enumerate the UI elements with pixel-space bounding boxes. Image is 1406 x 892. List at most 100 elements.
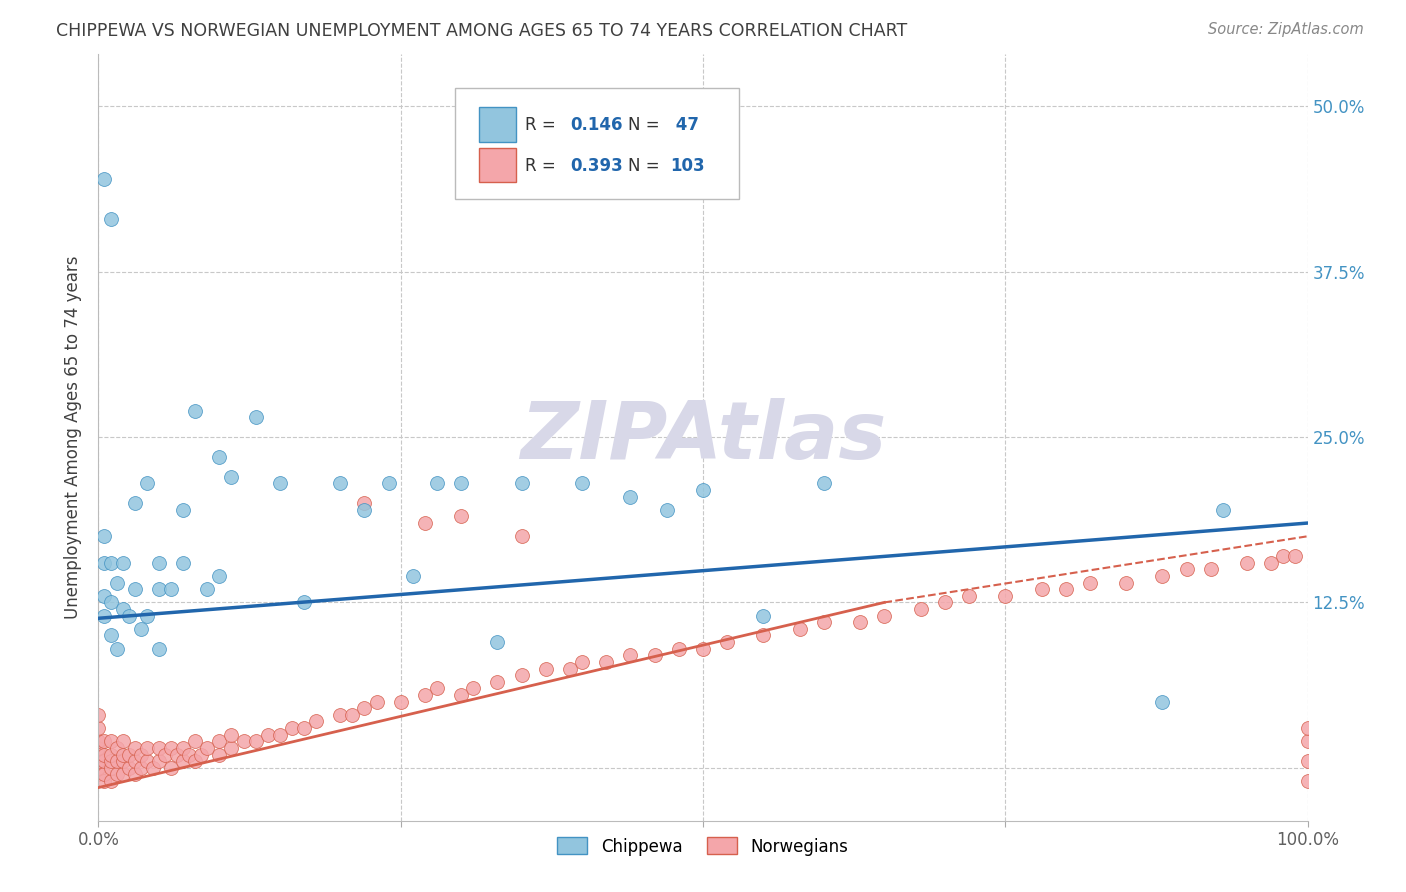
- Point: [111, 754, 134, 768]
- Point: [292, 721, 315, 735]
- Point: [789, 622, 811, 636]
- Point: [256, 728, 278, 742]
- Point: [135, 754, 157, 768]
- Point: [93, 734, 115, 748]
- Point: [195, 582, 218, 597]
- Point: [208, 734, 231, 748]
- Point: [87, 767, 110, 781]
- Point: [221, 469, 243, 483]
- Point: [1236, 556, 1258, 570]
- Point: [93, 172, 115, 186]
- Point: [486, 635, 509, 649]
- Point: [100, 761, 122, 775]
- Point: [934, 595, 956, 609]
- Point: [510, 668, 533, 682]
- Point: [813, 615, 835, 630]
- Point: [118, 608, 141, 623]
- Legend: Chippewa, Norwegians: Chippewa, Norwegians: [551, 830, 855, 863]
- Point: [644, 648, 666, 663]
- Point: [377, 476, 399, 491]
- Point: [813, 476, 835, 491]
- Point: [135, 608, 157, 623]
- Point: [129, 747, 152, 762]
- Point: [142, 761, 165, 775]
- Point: [994, 589, 1017, 603]
- Point: [413, 516, 436, 530]
- Point: [342, 707, 364, 722]
- Point: [166, 747, 188, 762]
- Point: [413, 688, 436, 702]
- Text: 0.146: 0.146: [569, 116, 623, 134]
- Point: [558, 661, 581, 675]
- Point: [366, 695, 388, 709]
- Point: [1031, 582, 1053, 597]
- Point: [93, 747, 115, 762]
- Point: [148, 754, 170, 768]
- Point: [87, 761, 110, 775]
- Point: [135, 476, 157, 491]
- Point: [510, 529, 533, 543]
- Point: [269, 728, 291, 742]
- Point: [124, 582, 146, 597]
- Point: [1175, 562, 1198, 576]
- Point: [100, 774, 122, 789]
- Point: [463, 681, 485, 696]
- Point: [510, 476, 533, 491]
- Point: [1152, 695, 1174, 709]
- Point: [208, 569, 231, 583]
- Point: [752, 628, 775, 642]
- Point: [124, 767, 146, 781]
- Point: [184, 754, 207, 768]
- Point: [148, 740, 170, 755]
- Point: [269, 476, 291, 491]
- FancyBboxPatch shape: [456, 88, 740, 199]
- Point: [148, 582, 170, 597]
- Point: [534, 661, 557, 675]
- Point: [692, 483, 714, 497]
- Point: [910, 602, 932, 616]
- Text: R =: R =: [526, 116, 561, 134]
- Point: [129, 622, 152, 636]
- Point: [87, 707, 110, 722]
- Point: [172, 503, 194, 517]
- Text: N =: N =: [628, 116, 665, 134]
- Point: [118, 747, 141, 762]
- Point: [692, 641, 714, 656]
- Point: [619, 490, 641, 504]
- Point: [752, 608, 775, 623]
- Text: 47: 47: [671, 116, 699, 134]
- Point: [329, 707, 352, 722]
- Point: [873, 608, 896, 623]
- Point: [1296, 774, 1319, 789]
- Point: [1115, 575, 1137, 590]
- Point: [1272, 549, 1295, 563]
- Point: [190, 747, 212, 762]
- Point: [221, 740, 243, 755]
- Point: [118, 761, 141, 775]
- Point: [571, 476, 593, 491]
- Y-axis label: Unemployment Among Ages 65 to 74 years: Unemployment Among Ages 65 to 74 years: [65, 255, 83, 619]
- Point: [105, 740, 128, 755]
- Point: [1284, 549, 1306, 563]
- Point: [195, 740, 218, 755]
- Point: [111, 556, 134, 570]
- Point: [93, 774, 115, 789]
- Point: [105, 754, 128, 768]
- Point: [292, 595, 315, 609]
- Point: [100, 747, 122, 762]
- Text: CHIPPEWA VS NORWEGIAN UNEMPLOYMENT AMONG AGES 65 TO 74 YEARS CORRELATION CHART: CHIPPEWA VS NORWEGIAN UNEMPLOYMENT AMONG…: [56, 22, 907, 40]
- Point: [221, 728, 243, 742]
- Point: [1296, 754, 1319, 768]
- Point: [402, 569, 425, 583]
- Point: [87, 754, 110, 768]
- Point: [111, 747, 134, 762]
- Point: [179, 747, 201, 762]
- Point: [105, 641, 128, 656]
- Point: [93, 589, 115, 603]
- Point: [184, 734, 207, 748]
- Point: [172, 754, 194, 768]
- Point: [129, 761, 152, 775]
- Point: [111, 767, 134, 781]
- Point: [87, 721, 110, 735]
- Point: [849, 615, 872, 630]
